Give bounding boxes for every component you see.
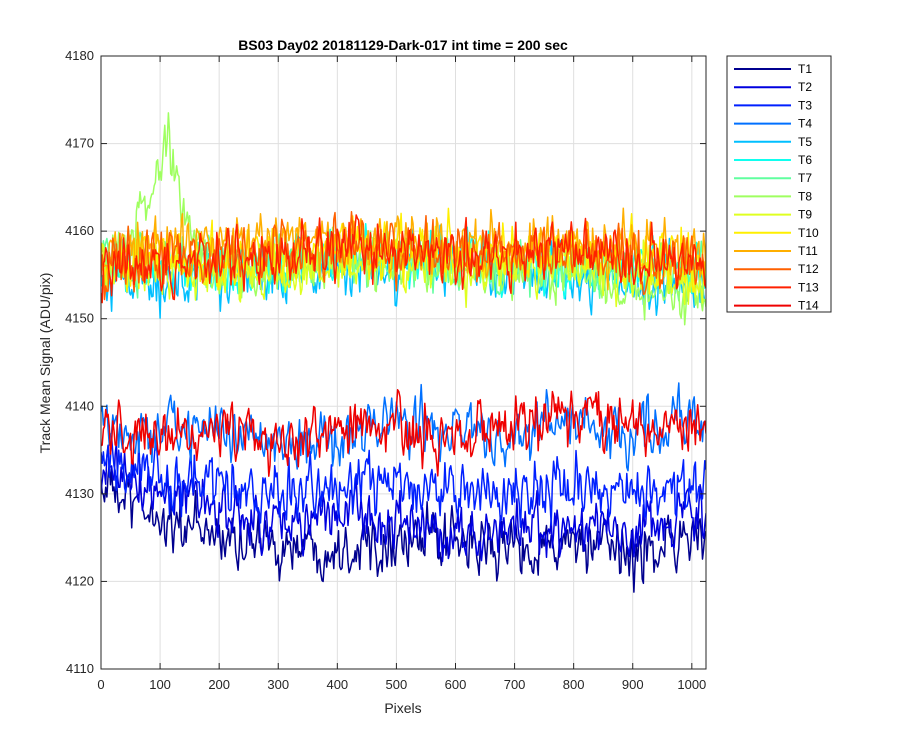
legend-label: T2 [798, 80, 812, 94]
y-tick-label: 4130 [65, 486, 94, 501]
legend-label: T5 [798, 135, 812, 149]
x-tick-label: 700 [504, 677, 526, 692]
legend-label: T3 [798, 98, 812, 112]
legend-label: T7 [798, 171, 812, 185]
x-tick-label: 300 [267, 677, 289, 692]
plot-frame [100, 55, 707, 670]
series-line-t13 [101, 214, 706, 304]
legend-label: T14 [798, 299, 819, 313]
legend-label: T10 [798, 226, 819, 240]
legend-label: T8 [798, 189, 812, 203]
legend-label: T12 [798, 262, 819, 276]
y-tick-label: 4160 [65, 223, 94, 238]
ticks: 0 100 200 300 400 500 600 700 800 900 1000 4110 4120… [65, 48, 706, 692]
x-tick-label: 400 [326, 677, 348, 692]
series-layer [101, 112, 706, 593]
x-tick-label: 100 [149, 677, 171, 692]
legend-label: T9 [798, 208, 812, 222]
chart-title: BS03 Day02 20181129-Dark-017 int time = … [238, 37, 568, 53]
legend-label: T11 [798, 244, 818, 258]
x-tick-label: 600 [445, 677, 467, 692]
y-tick-label: 4140 [65, 398, 94, 413]
x-tick-label: 500 [386, 677, 408, 692]
plot-area [101, 112, 706, 593]
x-tick-label: 900 [622, 677, 644, 692]
x-tick-label: 1000 [677, 677, 706, 692]
x-tick-label: 0 [97, 677, 104, 692]
series-line-t14 [101, 389, 706, 477]
legend-label: T13 [798, 280, 819, 294]
series-line-t2 [101, 441, 706, 563]
y-axis-title: Track Mean Signal (ADU/pix) [37, 273, 53, 454]
series-line-t11 [101, 207, 706, 291]
series-line-t4 [101, 382, 706, 472]
legend-label: T1 [798, 62, 812, 76]
legend: T1 T2 T3 T4 T5 T6 T7 T8 T9 T10 T11 T12 T13 T14 [726, 55, 832, 313]
legend-label: T6 [798, 153, 812, 167]
y-tick-label: 4120 [65, 573, 94, 588]
y-tick-label: 4170 [65, 136, 94, 151]
y-tick-label: 4110 [66, 661, 94, 676]
x-tick-label: 200 [208, 677, 230, 692]
x-tick-label: 800 [563, 677, 585, 692]
series-line-t3 [101, 435, 706, 528]
y-tick-label: 4180 [65, 48, 94, 63]
y-tick-label: 4150 [65, 311, 94, 326]
x-axis-title: Pixels [384, 700, 421, 716]
legend-label: T4 [798, 117, 812, 131]
series-line-t12 [101, 211, 706, 301]
